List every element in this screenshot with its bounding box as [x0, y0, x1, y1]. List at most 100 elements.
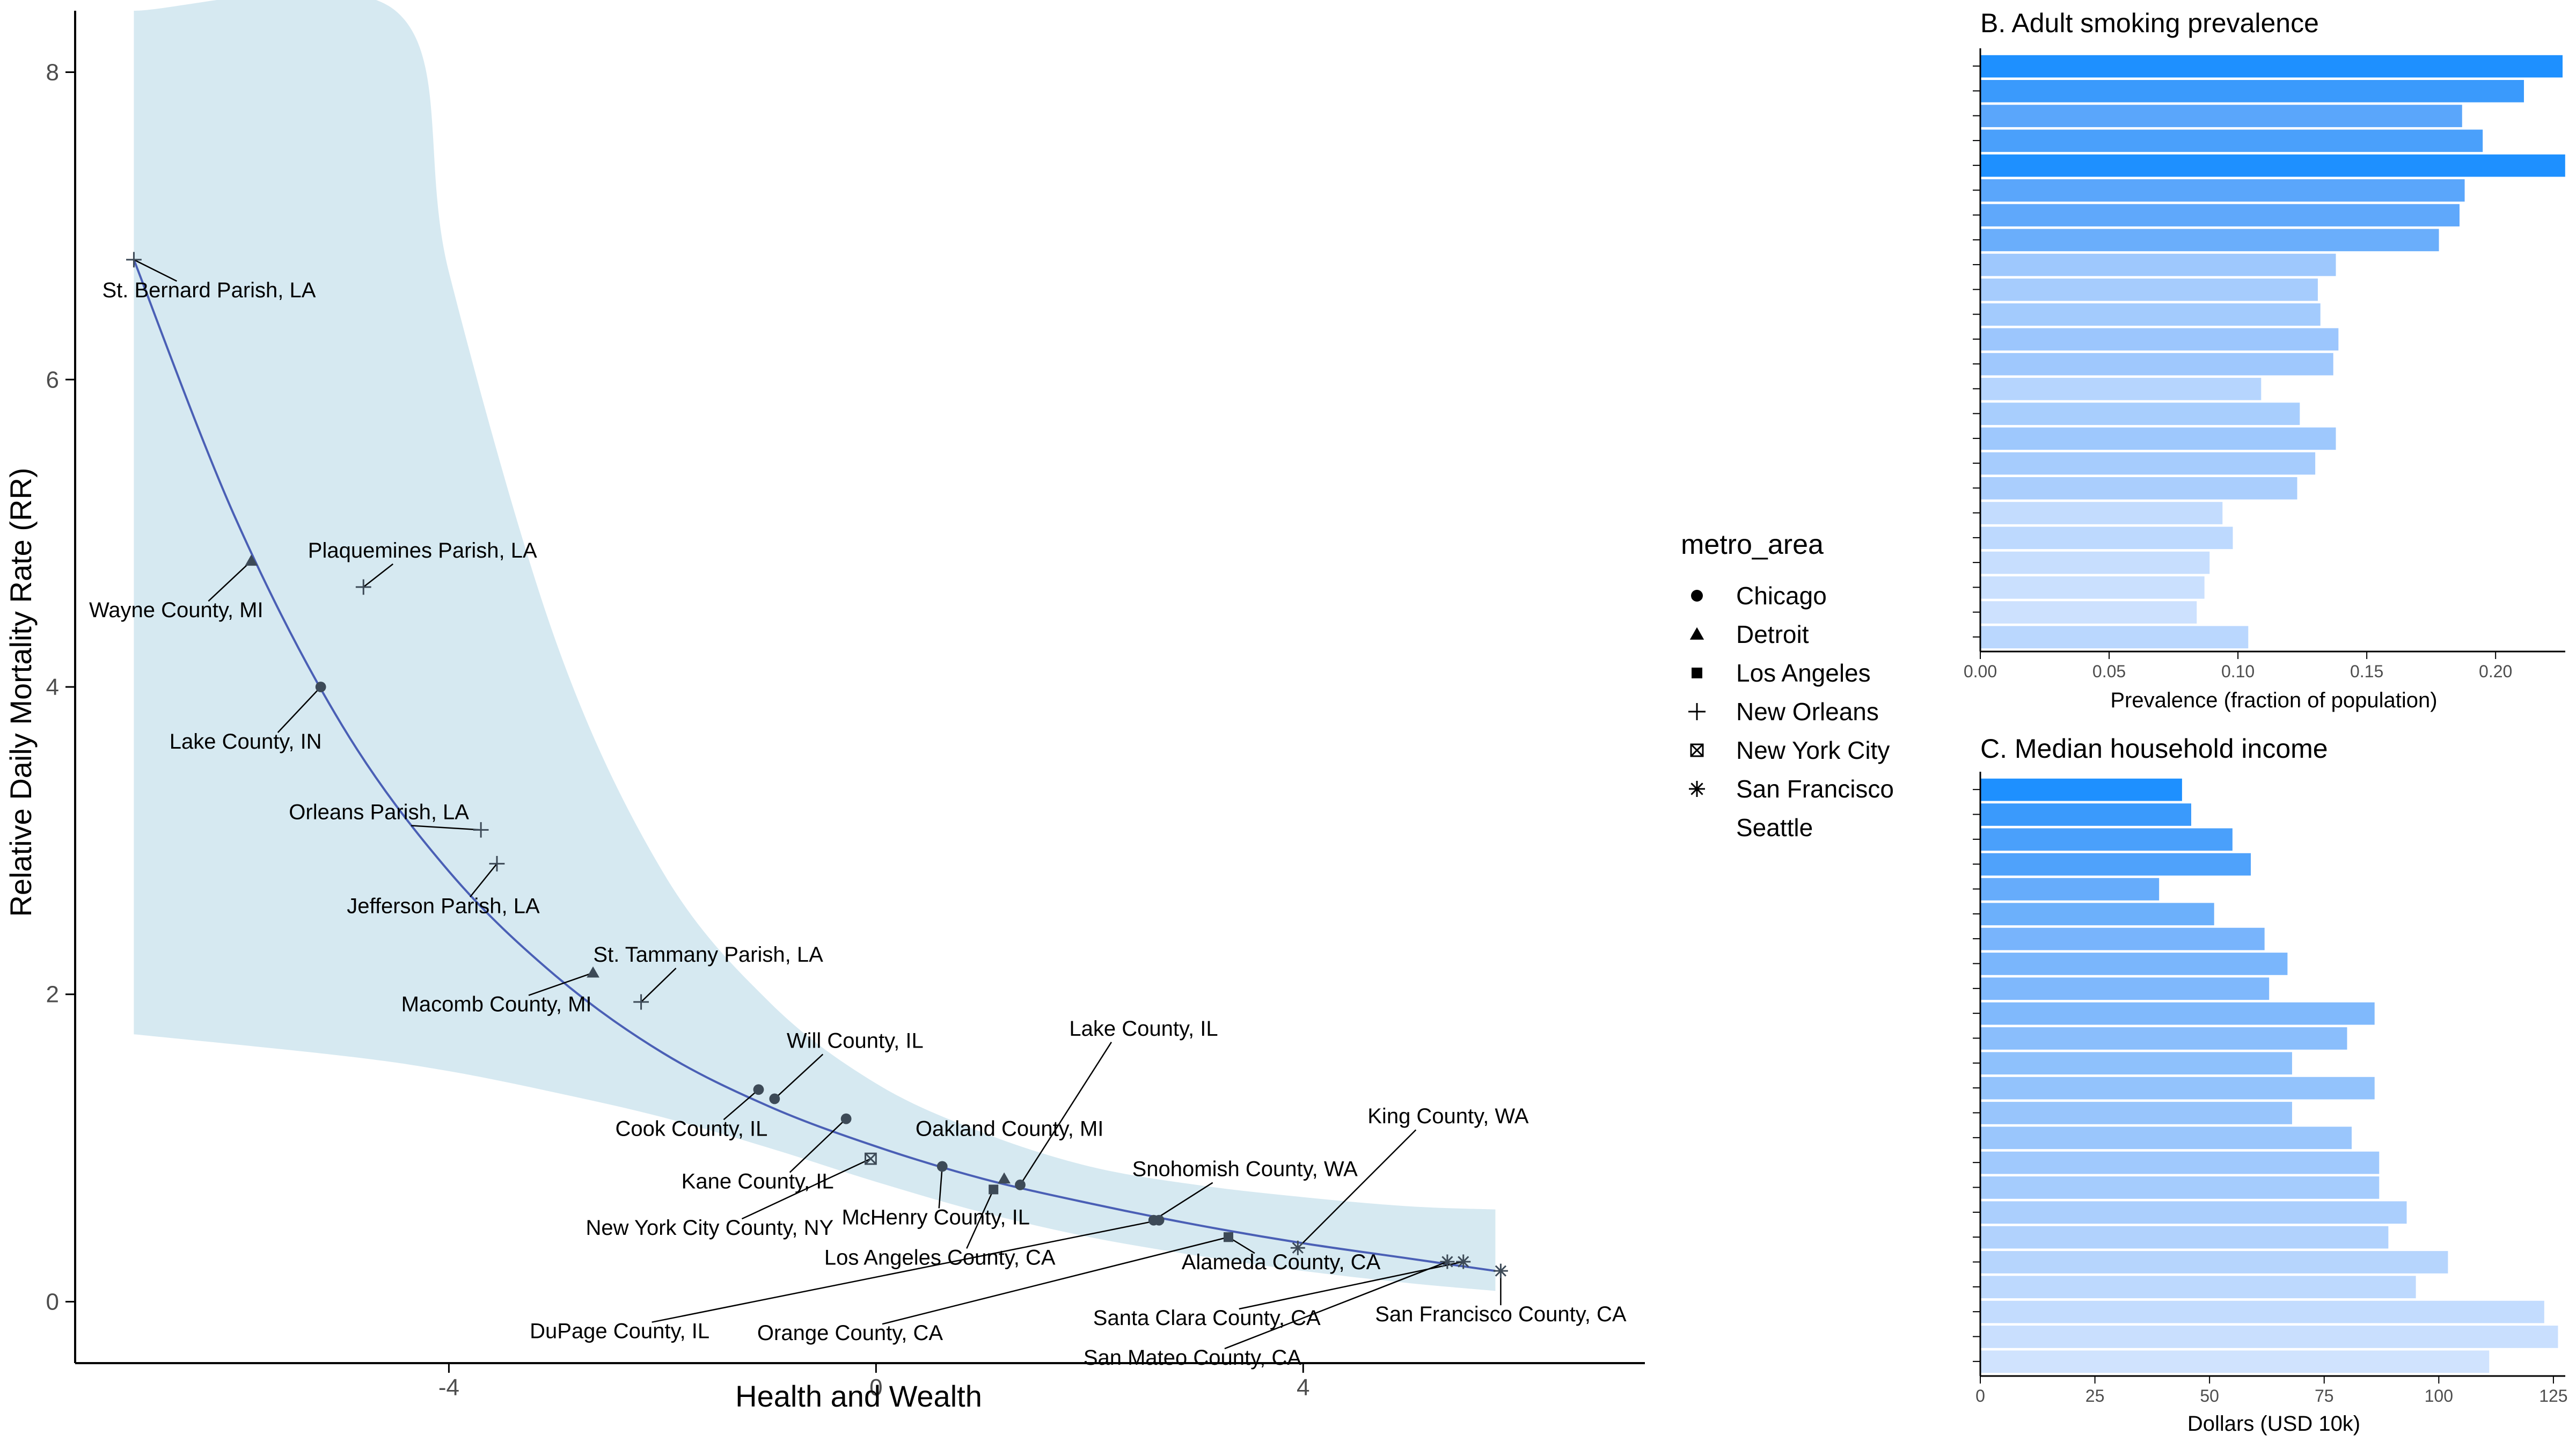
legend-label: New York City — [1736, 736, 1890, 764]
leader-line — [1153, 1182, 1213, 1221]
leader-line — [774, 1053, 824, 1100]
bar — [1980, 927, 2265, 950]
bar — [1980, 1300, 2544, 1323]
y-tick-label: 8 — [46, 60, 59, 86]
x-tick-label: 0.10 — [2221, 662, 2255, 681]
panel-b-title: B. Adult smoking prevalence — [1980, 8, 2319, 38]
point-king-county-wa — [1290, 1240, 1305, 1255]
leader-line — [723, 1089, 759, 1121]
point-macomb-county-mi — [587, 966, 599, 978]
point-label: Kane County, IL — [682, 1170, 834, 1194]
x-tick-label: 0 — [869, 1374, 882, 1401]
leader-line — [1224, 1261, 1448, 1350]
point-label: Santa Clara County, CA — [1093, 1306, 1321, 1330]
bar — [1980, 1002, 2375, 1025]
bar — [1980, 1176, 2380, 1199]
x-tick-label: 0.05 — [2092, 662, 2126, 681]
bar — [1980, 204, 2460, 226]
legend-key-chicago — [1691, 590, 1703, 602]
leader-line — [882, 1236, 1229, 1325]
point-label: Plaquemines Parish, LA — [308, 539, 537, 562]
y-tick-label: 0 — [46, 1289, 59, 1315]
leader-line — [966, 1189, 994, 1249]
x-axis-title: Health and Wealth — [735, 1379, 982, 1413]
bar — [1980, 878, 2160, 901]
x-tick-label: 100 — [2425, 1386, 2453, 1406]
point-label: Snohomish County, WA — [1132, 1158, 1358, 1181]
point-label: Macomb County, MI — [401, 993, 592, 1016]
x-tick-label: -4 — [438, 1374, 459, 1401]
legend-key-san-francisco — [1689, 781, 1705, 797]
confidence-band — [134, 0, 1496, 1291]
income-bars: 0 25 50 75 100 125 — [1973, 772, 2568, 1406]
legend-key-new-york-city — [1690, 743, 1704, 757]
point-lake-county-in — [315, 682, 326, 692]
x-tick-label: 50 — [2200, 1386, 2219, 1406]
bar — [1980, 477, 2297, 500]
legend: metro_area Chicago Detroit Los Angeles New … — [1681, 529, 1894, 841]
bar — [1980, 452, 2316, 475]
bar — [1980, 576, 2205, 599]
x-tick-label: 125 — [2539, 1386, 2567, 1406]
point-will-county-il — [769, 1093, 780, 1104]
point-label: Orleans Parish, LA — [289, 800, 469, 824]
point-label: Oakland County, MI — [916, 1117, 1104, 1140]
leader-line — [469, 863, 497, 898]
bar — [1980, 1027, 2347, 1050]
x-tick-label: 75 — [2315, 1386, 2334, 1406]
bar — [1980, 1077, 2375, 1100]
bar — [1980, 179, 2465, 202]
bar — [1980, 903, 2214, 926]
x-tick-label: 4 — [1297, 1374, 1309, 1401]
bar — [1980, 129, 2483, 152]
legend-items: Chicago Detroit Los Angeles New Orleans New … — [1688, 582, 1894, 841]
point-dupage-county-il — [1153, 1214, 1165, 1226]
leader-line — [363, 563, 394, 588]
legend-key-detroit — [1689, 627, 1704, 640]
bar — [1980, 1276, 2416, 1299]
legend-label: Los Angeles — [1736, 659, 1871, 687]
bar — [1980, 328, 2339, 351]
point-label: Will County, IL — [787, 1029, 924, 1052]
point-wayne-county-mi — [245, 554, 258, 566]
leader-line — [1019, 1042, 1113, 1185]
point-label: Wayne County, MI — [89, 598, 264, 622]
bar — [1980, 154, 2565, 177]
point-label: San Francisco County, CA — [1375, 1302, 1627, 1326]
fit-curve — [133, 259, 1496, 1272]
point-lake-county-il — [1015, 1179, 1026, 1190]
bar — [1980, 803, 2191, 826]
bar — [1980, 353, 2333, 376]
point-label: McHenry County, IL — [841, 1205, 1030, 1229]
y-tick-label: 4 — [46, 674, 59, 700]
leader-line — [789, 1118, 847, 1173]
bar — [1980, 1126, 2352, 1150]
point-mchenry-county-il — [936, 1161, 948, 1172]
bar — [1980, 828, 2233, 851]
bar — [1980, 526, 2233, 550]
point-label: Cook County, IL — [616, 1117, 768, 1140]
leader-line — [411, 825, 481, 831]
leader-line — [1239, 1261, 1463, 1310]
panel-c-title: C. Median household income — [1980, 734, 2328, 764]
bar — [1980, 778, 2182, 801]
point-label: Orange County, CA — [757, 1321, 943, 1345]
scatter-points — [126, 252, 1508, 1278]
bar — [1980, 1326, 2558, 1348]
x-tick-label: 0.20 — [2479, 662, 2512, 681]
bar — [1980, 253, 2336, 276]
point-jefferson-parish-la — [489, 855, 505, 872]
point-label: New York City County, NY — [586, 1216, 834, 1240]
point-los-angeles-county-ca — [989, 1184, 999, 1195]
legend-title: metro_area — [1681, 529, 1824, 560]
bar — [1980, 1052, 2292, 1075]
x-tick-label: 0.00 — [1964, 662, 1997, 681]
point-labels: St. Bernard Parish, LA Wayne County, MI Pl… — [89, 279, 1627, 1370]
point-label: Lake County, IL — [1069, 1017, 1218, 1041]
point-label: St. Tammany Parish, LA — [593, 943, 823, 967]
bar — [1980, 626, 2249, 649]
point-san-mateo-county-ca — [1440, 1254, 1455, 1269]
legend-key-new-orleans — [1688, 703, 1706, 720]
bar — [1980, 1226, 2389, 1249]
legend-label: Seattle — [1736, 814, 1813, 841]
